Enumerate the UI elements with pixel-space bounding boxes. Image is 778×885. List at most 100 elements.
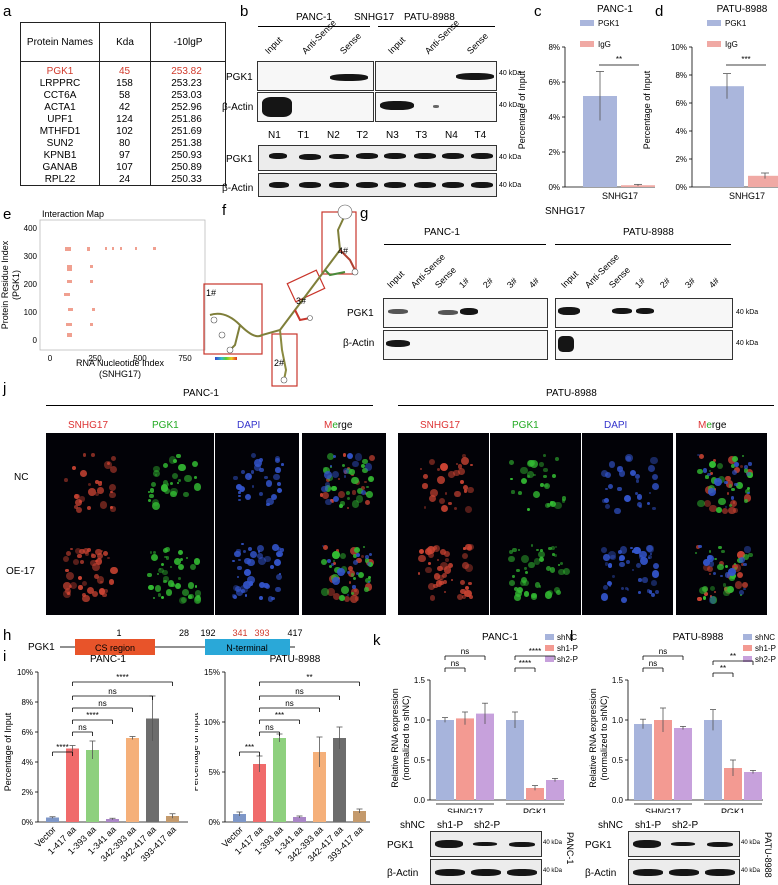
y-tick-label: 100	[24, 308, 38, 317]
y-axis-label: (normalized to shNC)	[401, 695, 411, 780]
g-blot-pgk1-panc	[383, 298, 548, 328]
b-cell-right: PATU-8988	[404, 12, 455, 23]
merge-letter: e	[346, 420, 353, 431]
blot-row-label: PGK1	[585, 840, 612, 851]
g-blot-actin-patu	[555, 330, 733, 360]
sig-label: **	[730, 652, 736, 661]
y-axis-label: Percentage of Input	[195, 712, 200, 791]
b-tissue-blot-actin	[258, 173, 497, 197]
y-axis-label: Protein Residue Index	[0, 240, 10, 329]
merge-letter: g	[341, 420, 347, 431]
interaction-point	[90, 323, 93, 326]
y-tick-label: 2%	[21, 788, 33, 797]
merge-letter: e	[720, 420, 727, 431]
table-cell: 158	[116, 78, 133, 89]
rna-label-1: 1#	[206, 288, 216, 298]
sig-label: ****	[56, 743, 68, 752]
chart-l: PATU-8988 0.0 0.5 1.0 1.5 Relative RNA expres…	[588, 632, 776, 813]
bar	[146, 718, 159, 822]
h-tick-1: 1	[116, 628, 121, 638]
bar	[436, 720, 454, 800]
table-cell: 253.03	[171, 90, 202, 101]
g-lane-label: Input	[384, 268, 407, 290]
kl-blot	[628, 859, 740, 885]
g-lane-label: 1#	[456, 275, 472, 290]
bar	[273, 738, 286, 822]
micrograph	[398, 525, 489, 615]
y-axis-label: (PGK1)	[11, 270, 21, 300]
micrograph	[398, 433, 489, 528]
b-tissue-lane-label: T2	[356, 130, 369, 141]
interaction-point	[67, 280, 72, 283]
b-kda: 40 kDa	[499, 70, 522, 77]
panel-label-k: k	[373, 632, 381, 649]
y-axis-label: Percentage of Input	[642, 70, 652, 149]
j-channel-header: SNHG17	[420, 420, 461, 431]
b-row-actin: β-Actin	[222, 102, 254, 113]
micrograph	[46, 433, 130, 528]
j-channel-header: PGK1	[512, 420, 539, 431]
bar	[313, 752, 326, 822]
x-group-label: SHNG17	[645, 807, 681, 813]
sig-label: ns	[295, 687, 303, 696]
blot-lane-label: sh1-P	[437, 820, 464, 831]
h-tick-393: 393	[254, 628, 269, 638]
b-title: SNHG17	[354, 12, 395, 23]
y-axis-label: (normalized to shNC)	[599, 695, 609, 780]
g-cell-right: PATU-8988	[623, 227, 674, 238]
h-tick-28: 28	[179, 628, 189, 638]
h-protein: PGK1	[28, 642, 55, 653]
bar	[293, 817, 306, 822]
table-cell: 124	[116, 114, 133, 125]
y-tick-label: 2%	[675, 155, 687, 164]
legend-swatch	[743, 656, 752, 662]
y-tick-label: 400	[24, 224, 38, 233]
interaction-point	[90, 265, 93, 268]
y-tick-label: 2%	[548, 148, 560, 157]
b-row-pgk1: PGK1	[226, 72, 253, 83]
bar	[654, 720, 672, 800]
y-tick-label: 1.5	[414, 676, 426, 685]
b-kda: 40 kDa	[499, 154, 522, 161]
legend-label: IgG	[725, 40, 738, 49]
g-lane-label: 4#	[706, 275, 722, 290]
micrograph	[676, 525, 767, 615]
legend-swatch	[743, 634, 752, 640]
table-cell: ACTA1	[44, 102, 76, 113]
table-header: Protein Names Kda -10lgP	[21, 23, 225, 62]
b-blot-actin-patu	[375, 92, 497, 122]
blot-side-label: PANC-1	[565, 832, 575, 865]
blot-row-label: PGK1	[387, 840, 414, 851]
table-cell: RPL22	[44, 174, 76, 185]
interaction-point	[92, 308, 95, 311]
bar	[710, 86, 744, 187]
table-header-cell: Protein Names	[26, 36, 94, 48]
legend-label: sh2-P	[557, 655, 578, 664]
g-lane-label: 4#	[526, 275, 542, 290]
x-axis-label: SNHG17	[602, 191, 638, 200]
panel-label-g: g	[360, 205, 369, 222]
table-header-cell: Kda	[99, 23, 150, 61]
interaction-point	[153, 247, 156, 250]
h-tick-192: 192	[200, 628, 215, 638]
b-tissue-lane-label: N2	[327, 130, 340, 141]
table-cell: CCT6A	[43, 90, 77, 101]
sig-label: ****	[519, 659, 531, 668]
x-tick-label: 0	[48, 354, 53, 363]
rna-label-4: 4#	[338, 246, 348, 256]
table-body: PGK1 45 253.82 LRPPRC 158 253.23 CCT6A 58 253.03…	[21, 62, 225, 185]
y-tick-label: 8%	[675, 71, 687, 80]
sig-label: ns	[265, 723, 273, 732]
g-lane-label: 2#	[480, 275, 496, 290]
bar	[724, 768, 742, 800]
blot-row-label: β-Actin	[387, 868, 419, 879]
panel-label-d: d	[655, 3, 664, 20]
bar	[126, 738, 139, 822]
blot-kda: 40 kDa	[543, 868, 563, 874]
g-lane-label: 3#	[504, 275, 520, 290]
x-group-label: PGK1	[523, 807, 547, 813]
table-cell: PGK1	[46, 66, 74, 77]
y-tick-label: 300	[24, 252, 38, 261]
bar	[86, 750, 99, 822]
g-lane-label: 2#	[657, 275, 673, 290]
